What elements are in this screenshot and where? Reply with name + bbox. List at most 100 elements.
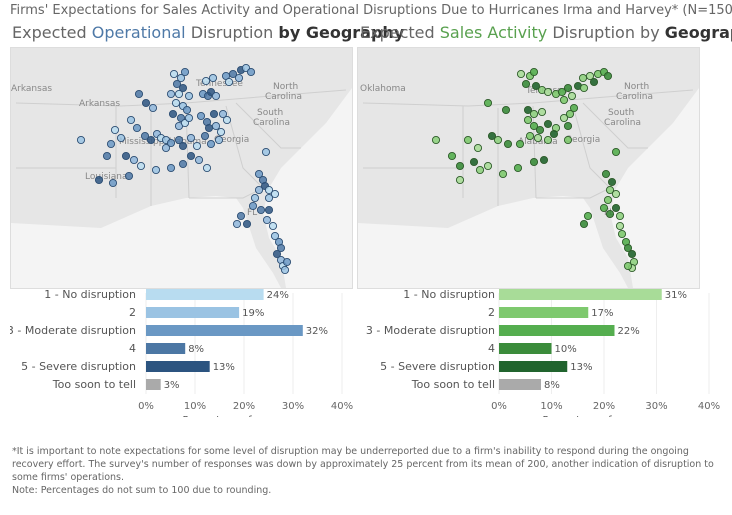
map-marker[interactable] — [176, 73, 186, 83]
map-marker[interactable] — [178, 83, 188, 93]
map-marker[interactable] — [623, 243, 633, 253]
bar[interactable] — [499, 325, 615, 336]
map-marker[interactable] — [178, 141, 188, 151]
map-marker[interactable] — [211, 91, 221, 101]
map-marker[interactable] — [106, 139, 116, 149]
map-marker[interactable] — [585, 71, 595, 81]
map-marker[interactable] — [455, 161, 465, 171]
map-marker[interactable] — [174, 135, 184, 145]
map-marker[interactable] — [563, 121, 573, 131]
map-marker[interactable] — [211, 121, 221, 131]
map-marker[interactable] — [209, 109, 219, 119]
map-marker[interactable] — [565, 109, 575, 119]
map-marker[interactable] — [186, 133, 196, 143]
map-marker[interactable] — [583, 211, 593, 221]
map-marker[interactable] — [280, 265, 290, 275]
map-marker[interactable] — [493, 135, 503, 145]
map-marker[interactable] — [523, 115, 533, 125]
map-marker[interactable] — [204, 123, 214, 133]
map-marker[interactable] — [222, 115, 232, 125]
map-marker[interactable] — [589, 77, 599, 87]
left-map-markers[interactable] — [11, 48, 352, 288]
map-marker[interactable] — [228, 69, 238, 79]
map-marker[interactable] — [246, 67, 256, 77]
map-marker[interactable] — [196, 111, 206, 121]
map-marker[interactable] — [242, 219, 252, 229]
map-marker[interactable] — [146, 135, 156, 145]
map-marker[interactable] — [475, 165, 485, 175]
map-marker[interactable] — [469, 157, 479, 167]
map-marker[interactable] — [529, 109, 539, 119]
map-marker[interactable] — [116, 133, 126, 143]
map-marker[interactable] — [201, 76, 211, 86]
map-marker[interactable] — [171, 98, 181, 108]
map-marker[interactable] — [234, 73, 244, 83]
map-marker[interactable] — [487, 131, 497, 141]
map-marker[interactable] — [148, 103, 158, 113]
bar[interactable] — [146, 343, 186, 354]
map-marker[interactable] — [268, 221, 278, 231]
map-marker[interactable] — [599, 203, 609, 213]
map-marker[interactable] — [216, 127, 226, 137]
map-marker[interactable] — [102, 151, 112, 161]
map-marker[interactable] — [206, 139, 216, 149]
map-marker[interactable] — [601, 169, 611, 179]
map-marker[interactable] — [166, 89, 176, 99]
bar[interactable] — [499, 361, 568, 372]
map-marker[interactable] — [172, 79, 182, 89]
map-marker[interactable] — [208, 73, 218, 83]
map-marker[interactable] — [254, 185, 264, 195]
bar[interactable] — [146, 361, 210, 372]
map-marker[interactable] — [214, 135, 224, 145]
map-marker[interactable] — [529, 121, 539, 131]
map-marker[interactable] — [132, 123, 142, 133]
map-marker[interactable] — [136, 161, 146, 171]
map-marker[interactable] — [262, 215, 272, 225]
map-marker[interactable] — [611, 203, 621, 213]
map-marker[interactable] — [559, 113, 569, 123]
map-marker[interactable] — [543, 119, 553, 129]
map-marker[interactable] — [110, 125, 120, 135]
map-marker[interactable] — [523, 105, 533, 115]
map-marker[interactable] — [569, 103, 579, 113]
map-marker[interactable] — [261, 147, 271, 157]
map-marker[interactable] — [579, 219, 589, 229]
bar[interactable] — [499, 289, 662, 300]
map-marker[interactable] — [533, 133, 543, 143]
map-marker[interactable] — [503, 139, 513, 149]
map-marker[interactable] — [617, 229, 627, 239]
map-marker[interactable] — [579, 83, 589, 93]
map-marker[interactable] — [166, 163, 176, 173]
right-map[interactable]: Oklahoma Tennessee North Carolina South … — [357, 47, 700, 289]
map-marker[interactable] — [232, 219, 242, 229]
map-marker[interactable] — [603, 195, 613, 205]
map-marker[interactable] — [539, 155, 549, 165]
bar[interactable] — [146, 289, 264, 300]
map-marker[interactable] — [169, 69, 179, 79]
map-marker[interactable] — [521, 79, 531, 89]
map-marker[interactable] — [224, 77, 234, 87]
map-marker[interactable] — [129, 155, 139, 165]
map-marker[interactable] — [272, 249, 282, 259]
bar[interactable] — [499, 307, 589, 318]
map-marker[interactable] — [200, 131, 210, 141]
bar[interactable] — [146, 379, 161, 390]
map-marker[interactable] — [501, 105, 511, 115]
map-marker[interactable] — [543, 135, 553, 145]
map-marker[interactable] — [463, 135, 473, 145]
map-marker[interactable] — [161, 143, 171, 153]
map-marker[interactable] — [559, 95, 569, 105]
map-marker[interactable] — [483, 161, 493, 171]
map-marker[interactable] — [549, 129, 559, 139]
right-map-markers[interactable] — [358, 48, 699, 288]
map-marker[interactable] — [264, 193, 274, 203]
map-marker[interactable] — [108, 178, 118, 188]
map-marker[interactable] — [178, 159, 188, 169]
bar[interactable] — [146, 325, 303, 336]
map-marker[interactable] — [513, 163, 523, 173]
map-marker[interactable] — [529, 67, 539, 77]
map-marker[interactable] — [531, 81, 541, 91]
bar[interactable] — [499, 379, 541, 390]
map-marker[interactable] — [168, 109, 178, 119]
map-marker[interactable] — [184, 91, 194, 101]
